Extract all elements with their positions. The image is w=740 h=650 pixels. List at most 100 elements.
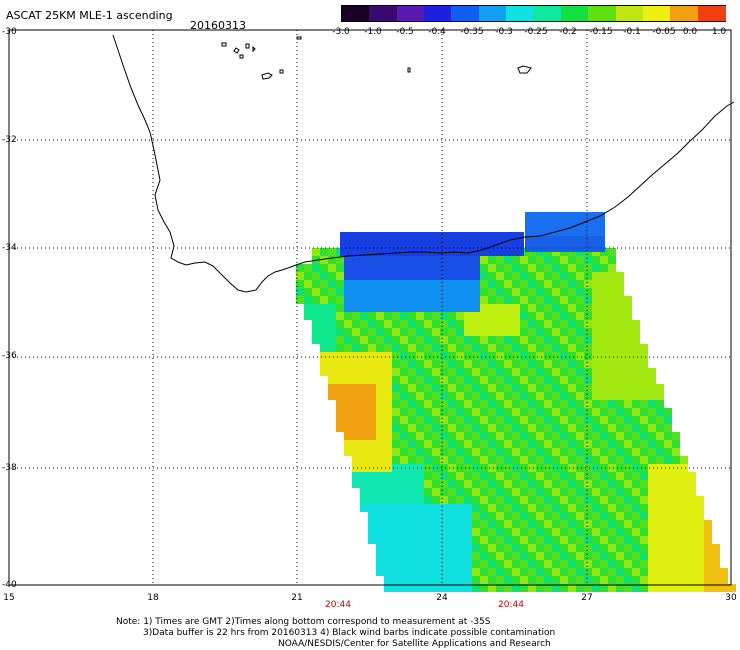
swath-cell <box>536 272 544 280</box>
swath-cell <box>440 352 448 360</box>
swath-cell <box>512 528 520 536</box>
swath-cell <box>496 280 504 288</box>
swath-cell <box>472 576 480 584</box>
swath-cell <box>592 344 600 352</box>
swath-cell <box>440 408 448 416</box>
swath-cell <box>464 312 472 320</box>
swath-cell <box>344 304 352 312</box>
swath-cell <box>472 512 480 520</box>
swath-cell <box>624 496 632 504</box>
swath-cell <box>552 552 560 560</box>
swath-cell <box>376 448 384 456</box>
swath-cell <box>672 536 680 544</box>
swath-cell <box>424 448 432 456</box>
swath-cell <box>560 416 568 424</box>
swath-cell <box>440 328 448 336</box>
swath-cell <box>368 256 376 264</box>
swath-cell <box>496 464 504 472</box>
swath-cell <box>496 544 504 552</box>
swath-cell <box>608 360 616 368</box>
swath-cell <box>424 312 432 320</box>
swath-cell <box>376 368 384 376</box>
swath-cell <box>568 504 576 512</box>
swath-cell <box>336 384 344 392</box>
swath-cell <box>448 456 456 464</box>
swath-cell <box>472 456 480 464</box>
swath-cell <box>360 256 368 264</box>
swath-cell <box>520 280 528 288</box>
swath-cell <box>488 368 496 376</box>
swath-cell <box>592 264 600 272</box>
swath-cell <box>448 280 456 288</box>
swath-cell <box>360 320 368 328</box>
swath-cell <box>528 504 536 512</box>
swath-cell <box>664 488 672 496</box>
swath-cell <box>480 320 488 328</box>
swath-cell <box>448 272 456 280</box>
swath-cell <box>544 368 552 376</box>
swath-cell <box>384 504 392 512</box>
colorbar-segment <box>396 6 425 21</box>
swath-cell <box>456 288 464 296</box>
swath-cell <box>557 228 565 236</box>
swath-cell <box>520 496 528 504</box>
swath-cell <box>536 256 544 264</box>
swath-cell <box>352 416 360 424</box>
swath-cell <box>512 328 520 336</box>
swath-cell <box>432 392 440 400</box>
swath-cell <box>616 584 624 592</box>
swath-cell <box>512 312 520 320</box>
colorbar-label: -0.1 <box>623 27 641 37</box>
swath-cell <box>384 456 392 464</box>
swath-cell <box>584 488 592 496</box>
swath-cell <box>624 448 632 456</box>
swath-cell <box>336 400 344 408</box>
swath-cell <box>504 512 512 520</box>
swath-cell <box>589 236 597 244</box>
swath-cell <box>624 480 632 488</box>
swath-cell <box>432 408 440 416</box>
swath-cell <box>488 312 496 320</box>
swath-cell <box>496 376 504 384</box>
swath-cell <box>624 432 632 440</box>
swath-cell <box>336 312 344 320</box>
swath-cell <box>436 248 444 256</box>
swath-cell <box>544 392 552 400</box>
swath-cell <box>536 472 544 480</box>
swath-cell <box>536 288 544 296</box>
swath-cell <box>496 400 504 408</box>
swath-cell <box>512 488 520 496</box>
swath-cell <box>624 392 632 400</box>
swath-cell <box>352 296 360 304</box>
lat-label: -32 <box>2 135 17 145</box>
swath-cell <box>488 344 496 352</box>
swath-cell <box>520 512 528 520</box>
swath-cell <box>536 456 544 464</box>
swath-cell <box>480 280 488 288</box>
swath-cell <box>568 400 576 408</box>
swath-cell <box>344 272 352 280</box>
swath-cell <box>440 480 448 488</box>
swath-cell <box>576 512 584 520</box>
swath-cell <box>440 264 448 272</box>
swath-cell <box>424 256 432 264</box>
swath-cell <box>464 504 472 512</box>
swath-cell <box>568 560 576 568</box>
swath-cell <box>424 576 432 584</box>
swath-cell <box>600 280 608 288</box>
swath-cell <box>576 520 584 528</box>
swath-cell <box>528 368 536 376</box>
swath-cell <box>512 512 520 520</box>
swath-cell <box>392 368 400 376</box>
swath-cell <box>541 212 549 220</box>
swath-cell <box>648 432 656 440</box>
swath-cell <box>416 352 424 360</box>
colorbar-label: -0.4 <box>428 27 446 37</box>
swath-cell <box>432 472 440 480</box>
swath-cell <box>512 264 520 272</box>
swath-cell <box>568 496 576 504</box>
swath-cell <box>368 272 376 280</box>
swath-cell <box>528 280 536 288</box>
swath-cell <box>584 432 592 440</box>
colorbar-label: -3.0 <box>332 27 350 37</box>
